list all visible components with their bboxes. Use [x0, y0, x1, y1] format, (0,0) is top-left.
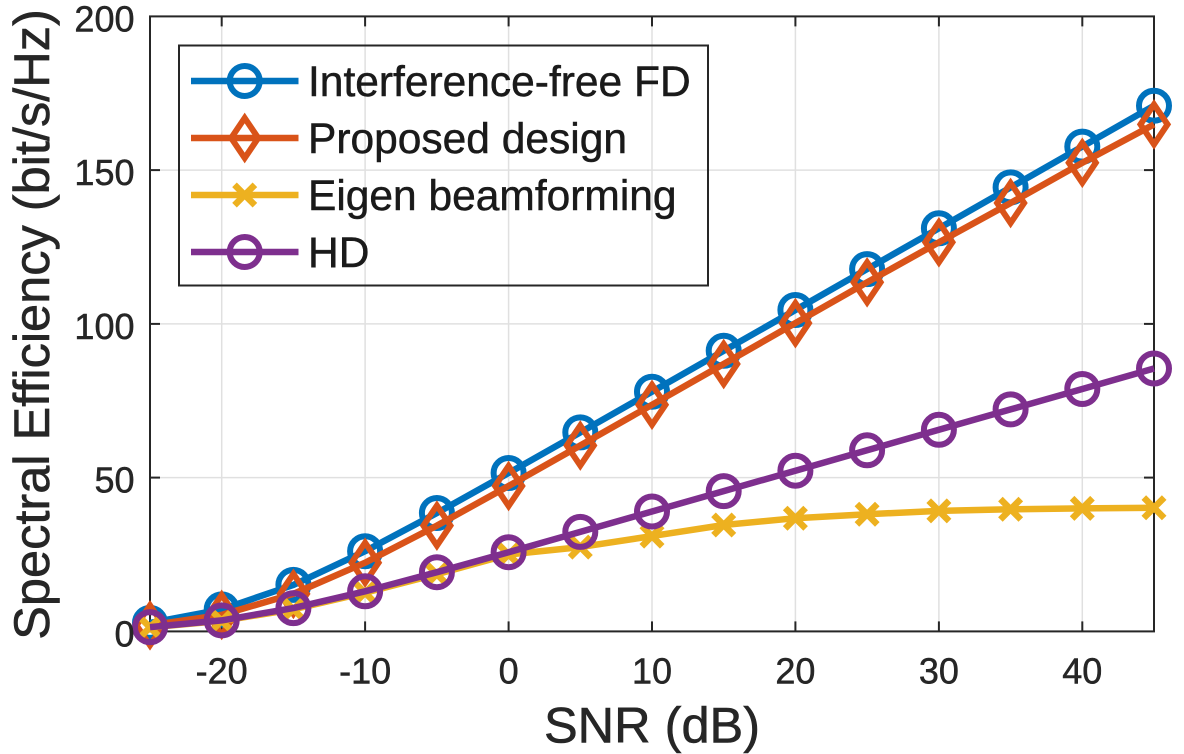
- svg-text:20: 20: [775, 651, 815, 692]
- svg-text:50: 50: [94, 460, 134, 501]
- svg-text:10: 10: [632, 651, 672, 692]
- svg-text:SNR (dB): SNR (dB): [544, 697, 760, 754]
- svg-text:200: 200: [74, 0, 134, 39]
- svg-text:100: 100: [74, 306, 134, 347]
- svg-text:HD: HD: [308, 230, 369, 277]
- svg-text:Interference-free FD: Interference-free FD: [308, 59, 691, 106]
- svg-text:150: 150: [74, 152, 134, 193]
- svg-text:Proposed design: Proposed design: [308, 116, 627, 163]
- svg-text:0: 0: [114, 613, 134, 654]
- svg-text:-10: -10: [339, 651, 391, 692]
- svg-text:Eigen beamforming: Eigen beamforming: [308, 173, 677, 220]
- svg-text:-20: -20: [196, 651, 248, 692]
- svg-text:40: 40: [1062, 651, 1102, 692]
- svg-text:Spectral Efficiency (bit/s/Hz): Spectral Efficiency (bit/s/Hz): [3, 9, 60, 640]
- svg-text:30: 30: [919, 651, 959, 692]
- svg-text:0: 0: [499, 651, 519, 692]
